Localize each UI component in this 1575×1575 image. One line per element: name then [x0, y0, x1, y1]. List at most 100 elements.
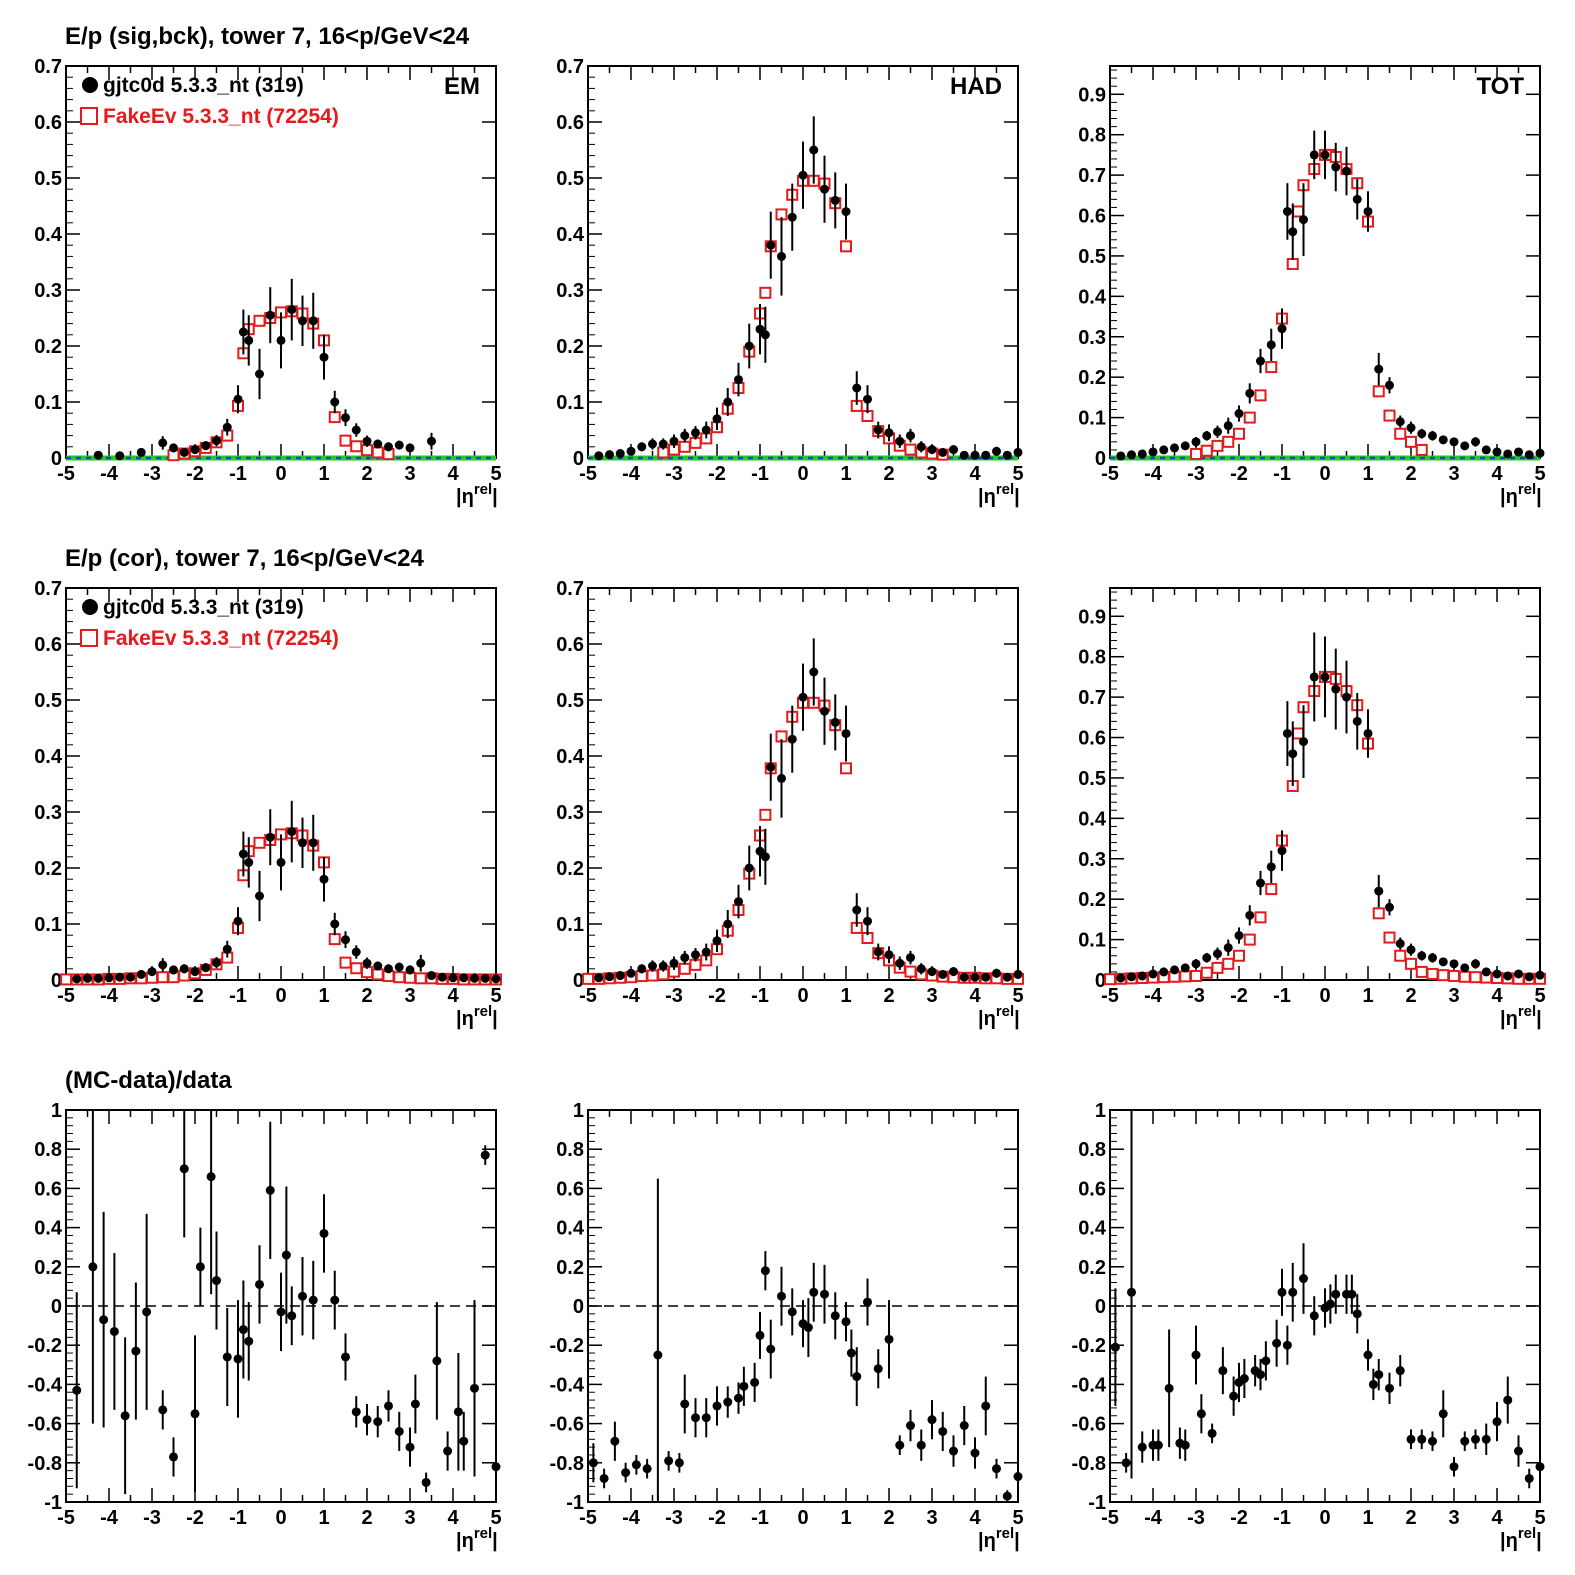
data-point [1406, 423, 1416, 433]
y-tick-label: 0.4 [556, 746, 585, 768]
x-tick-label: 5 [1534, 463, 1545, 485]
data-point [1137, 449, 1147, 459]
mc-marker [339, 956, 352, 969]
x-tick-label: 3 [926, 463, 937, 485]
mc-marker [1372, 385, 1385, 398]
data-point [863, 1297, 872, 1307]
data-point [308, 1295, 318, 1305]
data-point [115, 972, 125, 982]
data-point [384, 964, 393, 974]
y-tick-label: 0.9 [1078, 606, 1106, 628]
data-point [1013, 969, 1023, 979]
data-point [1002, 450, 1012, 460]
mc-marker [339, 434, 352, 447]
y-tick-label: -1 [44, 1492, 62, 1514]
y-tick-label: 0.7 [34, 578, 62, 600]
y-tick-label: -0.8 [1072, 1453, 1106, 1475]
x-tick-label: 2 [883, 1507, 894, 1529]
data-point [723, 919, 733, 929]
mc-marker [759, 286, 772, 299]
y-tick-label: 0.1 [556, 914, 584, 936]
data-point [1202, 431, 1212, 441]
data-point [341, 413, 350, 423]
panel-label: TOT [1476, 73, 1524, 100]
legend-mc-label: FakeEv 5.3.3_nt (72254) [103, 627, 339, 650]
y-tick-label: 0.2 [556, 336, 584, 358]
data-point [1277, 846, 1287, 856]
y-tick-label: -0.2 [1072, 1335, 1106, 1357]
data-point [131, 1346, 141, 1356]
y-tick-label: -0.6 [28, 1414, 62, 1436]
y-tick-label: 0.5 [1078, 768, 1106, 790]
data-point [873, 947, 883, 957]
y-tick-label: -0.8 [550, 1453, 584, 1475]
data-point [1492, 1417, 1502, 1427]
x-tick-label: -4 [622, 985, 641, 1007]
panel-tot-sig-bck: -5 -4 -3 -2 -1 0 1 2 3 4 5 0 0.1 0.2 0.3 0.4 0.5 0.6 0.7 0.… [1078, 65, 1546, 508]
data-point [373, 439, 383, 449]
x-tick-label: 4 [1491, 463, 1503, 485]
x-tick-label: -4 [100, 1507, 119, 1529]
data-point [884, 1334, 894, 1344]
data-point [126, 972, 135, 982]
data-point [712, 414, 722, 424]
data-point [927, 967, 937, 977]
y-tick-label: -0.8 [28, 1453, 62, 1475]
data-point [330, 919, 340, 929]
data-point [136, 969, 146, 979]
mc-marker [1190, 447, 1202, 460]
x-axis-label: |ηrel| [1500, 1003, 1542, 1030]
x-tick-label: -1 [751, 1507, 769, 1529]
data-point [1471, 1434, 1480, 1444]
data-point [863, 916, 872, 926]
data-point [1503, 449, 1513, 459]
data-point [787, 734, 797, 744]
y-tick-label: 0 [51, 1296, 62, 1318]
x-tick-label: 5 [1012, 1507, 1023, 1529]
x-tick-label: 0 [1319, 1507, 1330, 1529]
data-point [179, 964, 189, 974]
x-tick-label: 4 [969, 1507, 981, 1529]
x-tick-label: -3 [143, 463, 161, 485]
data-point [1481, 967, 1491, 977]
data-point [1449, 437, 1459, 447]
data-point [1481, 445, 1491, 455]
data-point [298, 316, 307, 326]
data-point [212, 436, 221, 446]
y-tick-label: 0.4 [34, 1218, 63, 1240]
mc-marker [1286, 258, 1299, 271]
x-tick-label: 1 [1362, 985, 1373, 1007]
data-point [981, 450, 991, 460]
mc-marker [1222, 957, 1235, 970]
data-point [1385, 1383, 1394, 1393]
x-tick-label: 0 [1319, 463, 1330, 485]
data-point [233, 394, 243, 404]
mc-marker [678, 440, 691, 453]
x-tick-label: -4 [622, 463, 641, 485]
data-point [244, 335, 254, 345]
panel-em-sig-bck: -5 -4 -3 -2 -1 0 1 2 3 4 5 0 0.1 0.2 0.3 0.4 0.5 0.6 0.7 |η… [34, 56, 501, 508]
y-tick-label: 1 [573, 1100, 584, 1122]
data-point [1342, 692, 1351, 702]
data-point [916, 442, 926, 452]
data-point [394, 440, 404, 450]
data-point [927, 1415, 937, 1425]
data-point [1438, 957, 1448, 967]
data-point [384, 1401, 393, 1411]
x-tick-label: 1 [1362, 463, 1373, 485]
panel-had-cor: -5 -4 -3 -2 -1 0 1 2 3 4 5 0 0.1 0.2 0.3 0.4 0.5 0.6 0.7 |η… [556, 578, 1024, 1030]
mc-marker [1383, 409, 1396, 422]
data-point [1514, 1446, 1523, 1456]
y-tick-label: 1 [1095, 1100, 1106, 1122]
data-point [938, 447, 948, 457]
mc-marker [1405, 435, 1417, 448]
data-point [803, 1323, 813, 1333]
data-point [1342, 166, 1351, 176]
data-point [1191, 1350, 1201, 1360]
mc-marker [759, 808, 772, 821]
legend-mc-marker [80, 629, 98, 647]
data-point [750, 1377, 760, 1387]
x-tick-label: 4 [969, 463, 981, 485]
data-point [755, 846, 765, 856]
